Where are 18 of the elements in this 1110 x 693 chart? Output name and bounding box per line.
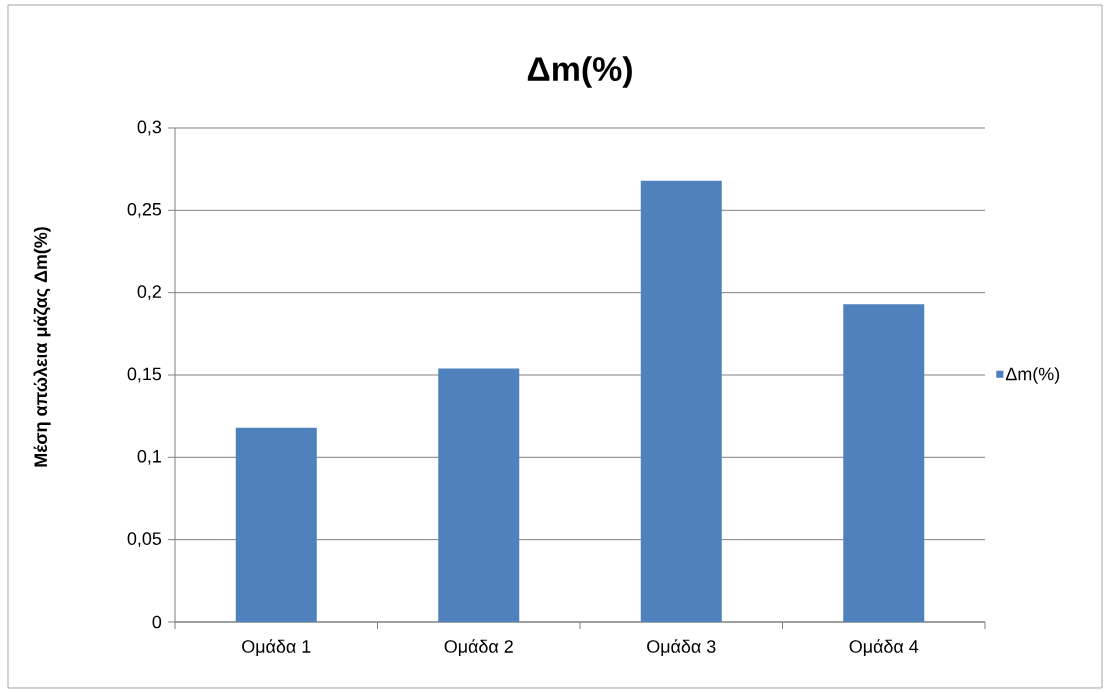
y-tick-label: 0,2 xyxy=(137,285,161,301)
y-tick-label: 0,3 xyxy=(137,120,162,136)
y-tick-label: 0,1 xyxy=(137,449,161,465)
x-tick-label: Ομάδα 3 xyxy=(647,639,716,657)
bar xyxy=(235,427,317,622)
legend-label: Δm(%) xyxy=(1005,367,1060,384)
chart-title: Δm(%) xyxy=(527,56,632,88)
y-tick-label: 0,15 xyxy=(127,367,162,383)
y-tick-label: 0,05 xyxy=(127,532,162,548)
bar xyxy=(438,368,520,622)
y-tick-label: 0 xyxy=(152,615,162,629)
y-tick-label: 0,25 xyxy=(127,202,162,218)
x-tick-label: Ομάδα 2 xyxy=(444,639,513,657)
x-tick-label: Ομάδα 1 xyxy=(242,639,311,657)
bar xyxy=(843,304,925,622)
bar xyxy=(640,180,722,622)
y-axis-title: Μέση απώλεια μάζας Δm(%) xyxy=(33,227,51,467)
x-tick-label: Ομάδα 4 xyxy=(849,639,919,657)
